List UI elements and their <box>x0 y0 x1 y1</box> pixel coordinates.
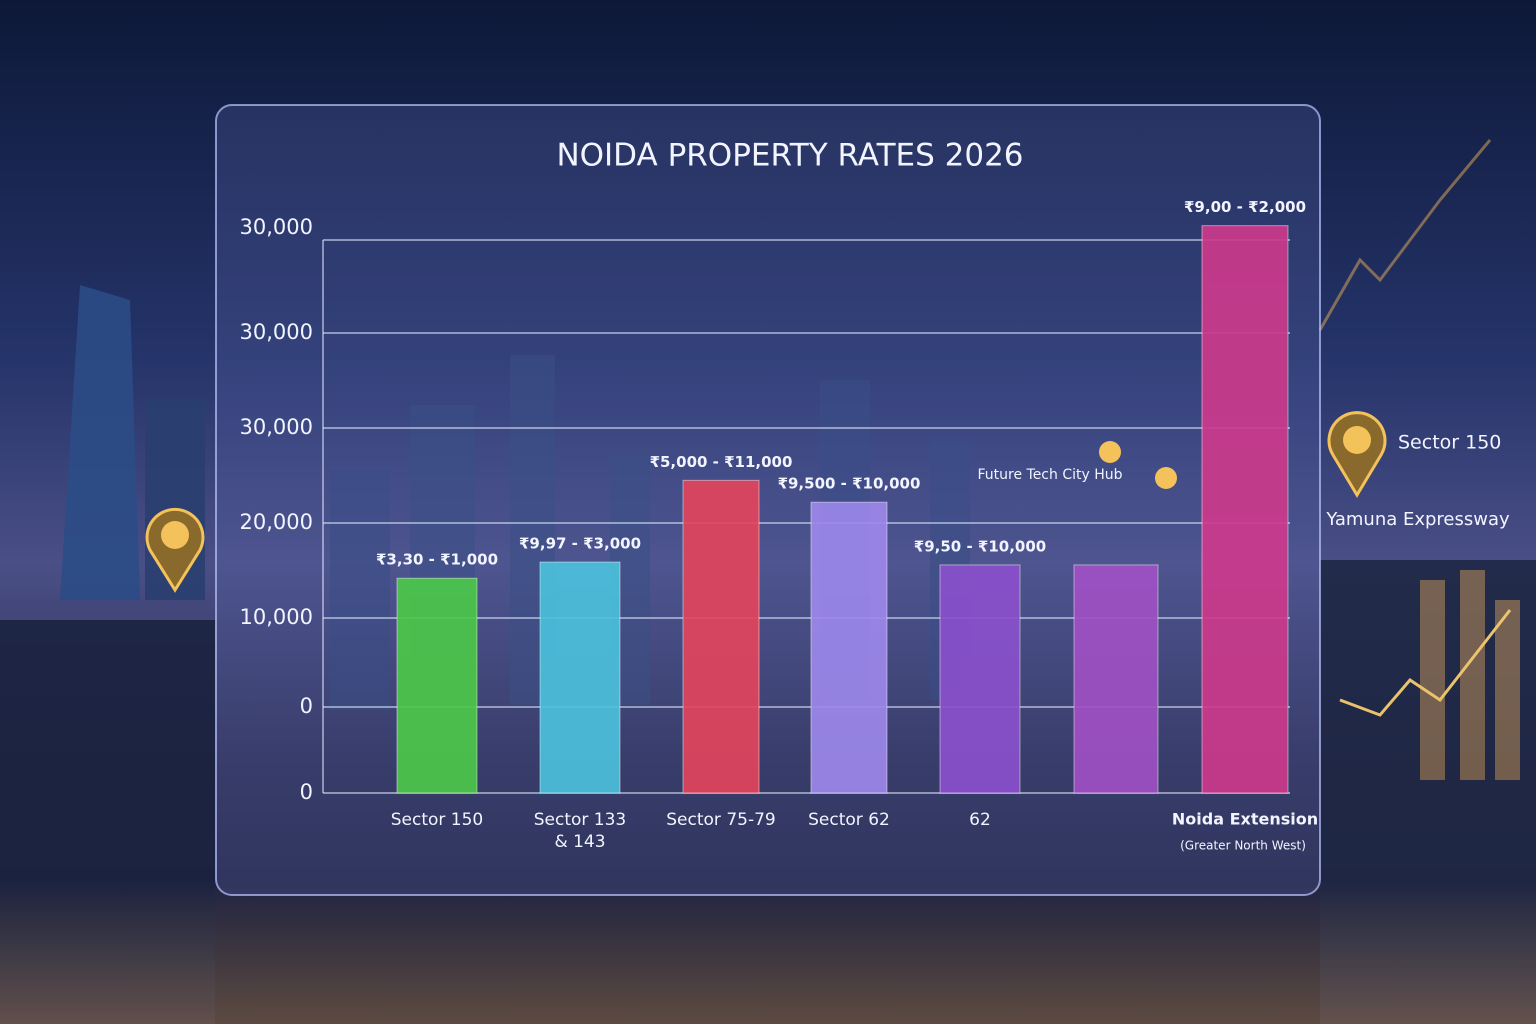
glass-panel <box>215 104 1321 896</box>
bar-label: ₹9,500 - ₹10,000 <box>778 475 921 493</box>
bar <box>682 479 760 794</box>
y-axis-label: 30,000 <box>240 320 313 344</box>
chart-title: NOIDA PROPERTY RATES 2026 <box>556 138 1023 174</box>
y-axis-label: 10,000 <box>240 605 313 629</box>
annotation: Sector 150 <box>1398 432 1501 454</box>
bar-label: ₹9,97 - ₹3,000 <box>519 535 641 553</box>
annotation: Future Tech City Hub <box>977 467 1122 483</box>
x-tick-note: (Greater North West) <box>1180 839 1306 853</box>
bar-label: ₹3,30 - ₹1,000 <box>376 551 498 569</box>
bar-label: ₹9,00 - ₹2,000 <box>1184 198 1306 216</box>
y-axis-label: 30,000 <box>240 415 313 439</box>
bar <box>939 564 1021 794</box>
x-tick-label: Sector 133 & 143 <box>534 810 627 852</box>
annotation: Yamuna Expressway <box>1325 509 1510 530</box>
x-tick-label: Sector 62 <box>808 810 890 830</box>
background-city <box>0 139 1536 1024</box>
x-tick-label: 62 <box>969 810 991 830</box>
bar <box>810 501 888 794</box>
label-line: & 143 <box>554 832 605 852</box>
bar <box>1201 225 1289 794</box>
y-axis-label: 0 <box>300 694 313 718</box>
y-axis-label: 0 <box>300 780 313 804</box>
location-pins <box>145 411 1387 593</box>
bar-label: ₹5,000 - ₹11,000 <box>650 453 793 471</box>
x-tick-label: Noida Extension <box>1172 810 1318 829</box>
y-axis-label: 30,000 <box>240 215 313 239</box>
bar-label: ₹9,50 - ₹10,000 <box>914 537 1046 555</box>
y-axis-label: 20,000 <box>240 510 313 534</box>
x-tick-label: Sector 75-79 <box>666 810 775 830</box>
x-tick-label: Sector 150 <box>391 810 484 830</box>
bar <box>396 577 478 794</box>
label-line: Sector 133 <box>534 810 627 830</box>
bar <box>1073 564 1159 794</box>
bar <box>539 561 621 794</box>
